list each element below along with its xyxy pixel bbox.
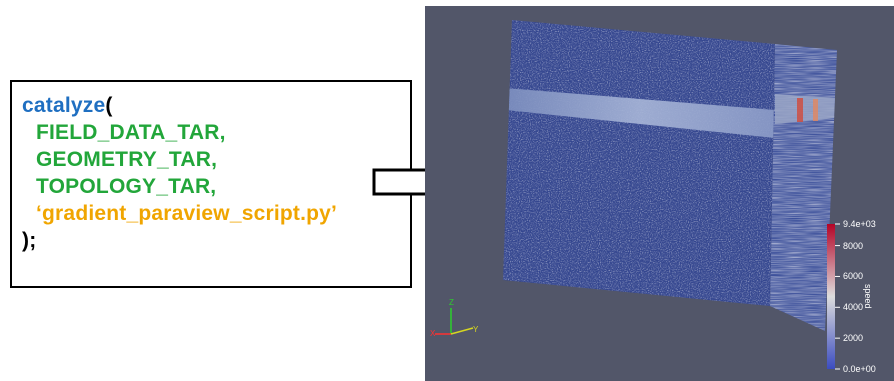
code-arg-1: FIELD_DATA_TAR, xyxy=(36,121,226,144)
colorbar xyxy=(827,224,835,369)
orientation-axes xyxy=(435,308,474,335)
colorbar-tick-label: 4000 xyxy=(843,302,864,313)
open-paren: ( xyxy=(105,94,113,117)
axis-x-label: X xyxy=(430,329,436,338)
block-front-face xyxy=(503,20,775,306)
code-box: catalyze( FIELD_DATA_TAR, GEOMETRY_TAR, … xyxy=(10,80,412,288)
block-side-face xyxy=(770,44,837,331)
axis-y-label: Y xyxy=(473,325,479,334)
paraview-render-view[interactable]: Z X Y 9.4e+03 8000 6000 4000 2000 0.0e+00 spe… xyxy=(425,6,894,381)
colorbar-title: speed xyxy=(863,284,873,309)
function-name: catalyze xyxy=(22,94,106,117)
render-canvas xyxy=(435,20,840,370)
colorbar-tick-label: 8000 xyxy=(843,240,864,251)
colorbar-tick-label: 9.4e+03 xyxy=(843,219,876,229)
code-arg-2: GEOMETRY_TAR, xyxy=(36,148,218,171)
colorbar-ticks xyxy=(835,223,840,370)
code-line-function: catalyze( xyxy=(22,92,410,119)
axis-z-label: Z xyxy=(449,298,454,307)
code-arg-3: TOPOLOGY_TAR, xyxy=(36,175,217,198)
colorbar-tick-label: 6000 xyxy=(843,271,864,282)
colorbar-tick-label: 2000 xyxy=(843,333,864,344)
colorbar-tick-label: 0.0e+00 xyxy=(843,364,876,374)
code-script-arg: ‘gradient_paraview_script.py’ xyxy=(36,202,338,225)
code-close: ); xyxy=(22,229,37,252)
